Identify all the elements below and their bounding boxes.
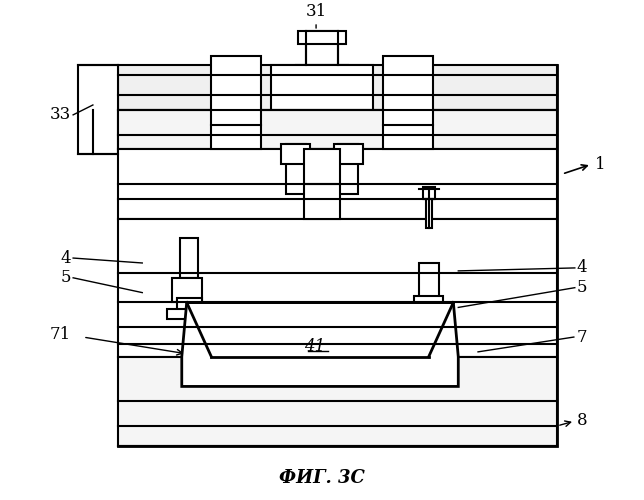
Bar [298,31,346,44]
Bar [419,316,444,327]
Bar [414,296,444,318]
Text: 5: 5 [61,270,71,286]
Bar [118,150,557,218]
Bar [118,66,557,446]
Bar [167,310,207,320]
Bar [296,66,348,150]
Bar [118,110,557,150]
Text: 31: 31 [305,3,327,20]
Bar [306,31,338,66]
Bar [383,56,433,150]
Text: ФИГ. 3С: ФИГ. 3С [279,470,365,488]
Bar [172,278,202,302]
Bar [180,238,198,278]
Bar [78,66,118,154]
Bar [270,66,374,110]
Bar [281,144,310,164]
Text: 4: 4 [577,260,587,276]
Bar [287,144,306,194]
Text: 8: 8 [577,412,587,430]
Bar [419,263,439,298]
Bar [334,144,363,164]
Text: 5: 5 [577,279,587,296]
Bar [177,298,202,312]
Bar [422,187,435,199]
Text: 7: 7 [577,328,587,345]
Text: 4: 4 [61,250,71,266]
Bar [306,110,338,164]
Text: 41: 41 [305,338,326,355]
Polygon shape [182,302,459,386]
Bar [304,150,340,218]
Text: 33: 33 [50,106,71,124]
Bar [118,218,557,357]
Bar [426,199,431,228]
Bar [118,66,557,110]
Bar [338,144,357,194]
Bar [409,324,448,334]
Text: 71: 71 [50,326,71,342]
Text: 1: 1 [594,156,605,172]
Bar [211,56,261,150]
Bar [118,357,557,446]
